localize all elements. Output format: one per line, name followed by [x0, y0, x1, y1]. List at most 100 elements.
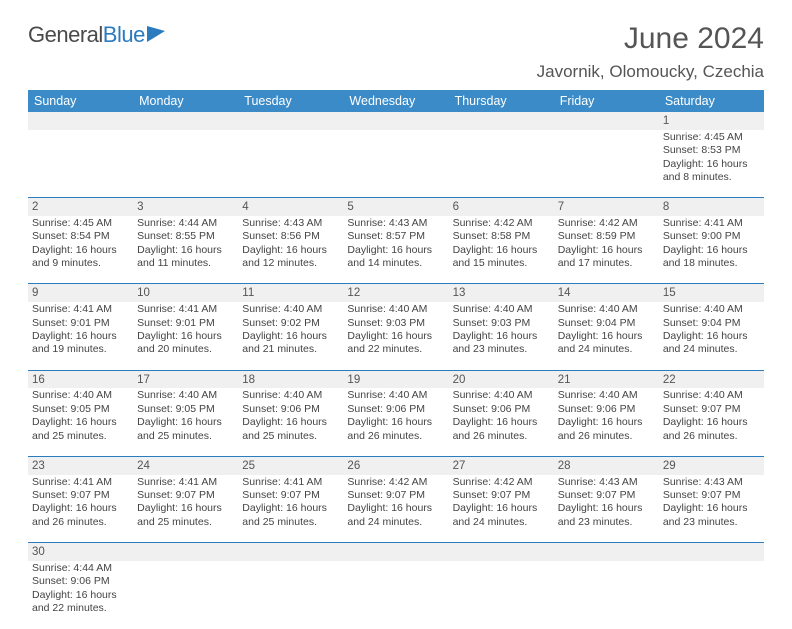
daylight-line: Daylight: 16 hours and 25 minutes.	[242, 502, 339, 529]
empty-cell	[554, 130, 659, 198]
day-cell: Sunrise: 4:41 AMSunset: 9:07 PMDaylight:…	[28, 475, 133, 543]
empty-cell	[659, 543, 764, 561]
empty-cell	[133, 130, 238, 198]
brand-part1: General	[28, 22, 103, 48]
day-cell: Sunrise: 4:40 AMSunset: 9:05 PMDaylight:…	[133, 388, 238, 456]
empty-cell	[238, 112, 343, 130]
calendar-body: 1Sunrise: 4:45 AMSunset: 8:53 PMDaylight…	[28, 112, 764, 629]
empty-cell	[343, 543, 448, 561]
sunrise-line: Sunrise: 4:40 AM	[347, 389, 444, 402]
daylight-line: Daylight: 16 hours and 24 minutes.	[663, 330, 760, 357]
daylight-line: Daylight: 16 hours and 26 minutes.	[663, 416, 760, 443]
sunset-line: Sunset: 9:01 PM	[137, 317, 234, 330]
day-number: 23	[28, 456, 133, 474]
sunrise-line: Sunrise: 4:42 AM	[558, 217, 655, 230]
empty-cell	[133, 561, 238, 629]
day-number: 22	[659, 370, 764, 388]
sunrise-line: Sunrise: 4:43 AM	[558, 476, 655, 489]
sunrise-line: Sunrise: 4:42 AM	[453, 217, 550, 230]
daylight-line: Daylight: 16 hours and 22 minutes.	[347, 330, 444, 357]
week-number-row: 30	[28, 543, 764, 561]
daylight-line: Daylight: 16 hours and 25 minutes.	[137, 416, 234, 443]
daylight-line: Daylight: 16 hours and 25 minutes.	[137, 502, 234, 529]
empty-cell	[133, 543, 238, 561]
day-number: 13	[449, 284, 554, 302]
day-cell: Sunrise: 4:40 AMSunset: 9:06 PMDaylight:…	[343, 388, 448, 456]
sunset-line: Sunset: 9:07 PM	[347, 489, 444, 502]
week-data-row: Sunrise: 4:45 AMSunset: 8:54 PMDaylight:…	[28, 216, 764, 284]
month-title: June 2024	[537, 22, 764, 56]
empty-cell	[343, 130, 448, 198]
sunrise-line: Sunrise: 4:40 AM	[558, 389, 655, 402]
sunset-line: Sunset: 9:03 PM	[453, 317, 550, 330]
sunrise-line: Sunrise: 4:41 AM	[663, 217, 760, 230]
day-number: 9	[28, 284, 133, 302]
calendar-thead: SundayMondayTuesdayWednesdayThursdayFrid…	[28, 90, 764, 112]
sunset-line: Sunset: 9:00 PM	[663, 230, 760, 243]
daylight-line: Daylight: 16 hours and 15 minutes.	[453, 244, 550, 271]
day-number: 27	[449, 456, 554, 474]
sunset-line: Sunset: 9:07 PM	[137, 489, 234, 502]
sunset-line: Sunset: 9:07 PM	[558, 489, 655, 502]
empty-cell	[554, 112, 659, 130]
sunrise-line: Sunrise: 4:40 AM	[137, 389, 234, 402]
sunset-line: Sunset: 9:02 PM	[242, 317, 339, 330]
day-number: 16	[28, 370, 133, 388]
day-cell: Sunrise: 4:40 AMSunset: 9:03 PMDaylight:…	[449, 302, 554, 370]
sunrise-line: Sunrise: 4:42 AM	[453, 476, 550, 489]
sunrise-line: Sunrise: 4:40 AM	[242, 303, 339, 316]
week-number-row: 16171819202122	[28, 370, 764, 388]
week-data-row: Sunrise: 4:40 AMSunset: 9:05 PMDaylight:…	[28, 388, 764, 456]
day-number: 2	[28, 198, 133, 216]
sunrise-line: Sunrise: 4:41 AM	[137, 476, 234, 489]
day-cell: Sunrise: 4:41 AMSunset: 9:07 PMDaylight:…	[133, 475, 238, 543]
day-header: Saturday	[659, 90, 764, 112]
day-number: 28	[554, 456, 659, 474]
empty-cell	[238, 130, 343, 198]
empty-cell	[238, 561, 343, 629]
brand-part2: Blue	[103, 22, 145, 48]
daylight-line: Daylight: 16 hours and 23 minutes.	[453, 330, 550, 357]
daylight-line: Daylight: 16 hours and 21 minutes.	[242, 330, 339, 357]
day-cell: Sunrise: 4:43 AMSunset: 8:57 PMDaylight:…	[343, 216, 448, 284]
week-number-row: 1	[28, 112, 764, 130]
week-data-row: Sunrise: 4:41 AMSunset: 9:07 PMDaylight:…	[28, 475, 764, 543]
empty-cell	[238, 543, 343, 561]
week-number-row: 9101112131415	[28, 284, 764, 302]
sunset-line: Sunset: 8:57 PM	[347, 230, 444, 243]
day-number: 4	[238, 198, 343, 216]
day-number: 6	[449, 198, 554, 216]
day-header: Monday	[133, 90, 238, 112]
day-number: 15	[659, 284, 764, 302]
day-number: 24	[133, 456, 238, 474]
daylight-line: Daylight: 16 hours and 12 minutes.	[242, 244, 339, 271]
sunset-line: Sunset: 8:56 PM	[242, 230, 339, 243]
sunset-line: Sunset: 9:07 PM	[32, 489, 129, 502]
empty-cell	[554, 543, 659, 561]
day-cell: Sunrise: 4:40 AMSunset: 9:04 PMDaylight:…	[554, 302, 659, 370]
daylight-line: Daylight: 16 hours and 26 minutes.	[32, 502, 129, 529]
sunset-line: Sunset: 9:06 PM	[242, 403, 339, 416]
day-cell: Sunrise: 4:41 AMSunset: 9:01 PMDaylight:…	[133, 302, 238, 370]
sunset-line: Sunset: 9:04 PM	[663, 317, 760, 330]
calendar-page: GeneralBlue June 2024 Javornik, Olomouck…	[0, 0, 792, 629]
empty-cell	[449, 112, 554, 130]
title-block: June 2024 Javornik, Olomoucky, Czechia	[537, 22, 764, 82]
sunrise-line: Sunrise: 4:43 AM	[242, 217, 339, 230]
day-number: 21	[554, 370, 659, 388]
day-cell: Sunrise: 4:44 AMSunset: 8:55 PMDaylight:…	[133, 216, 238, 284]
day-cell: Sunrise: 4:44 AMSunset: 9:06 PMDaylight:…	[28, 561, 133, 629]
daylight-line: Daylight: 16 hours and 24 minutes.	[453, 502, 550, 529]
day-cell: Sunrise: 4:42 AMSunset: 8:58 PMDaylight:…	[449, 216, 554, 284]
day-number: 3	[133, 198, 238, 216]
daylight-line: Daylight: 16 hours and 26 minutes.	[347, 416, 444, 443]
daylight-line: Daylight: 16 hours and 8 minutes.	[663, 158, 760, 185]
sunrise-line: Sunrise: 4:40 AM	[453, 389, 550, 402]
sunrise-line: Sunrise: 4:41 AM	[242, 476, 339, 489]
day-number: 5	[343, 198, 448, 216]
day-cell: Sunrise: 4:45 AMSunset: 8:54 PMDaylight:…	[28, 216, 133, 284]
sunset-line: Sunset: 9:05 PM	[137, 403, 234, 416]
empty-cell	[343, 112, 448, 130]
sunset-line: Sunset: 8:59 PM	[558, 230, 655, 243]
sunset-line: Sunset: 9:05 PM	[32, 403, 129, 416]
